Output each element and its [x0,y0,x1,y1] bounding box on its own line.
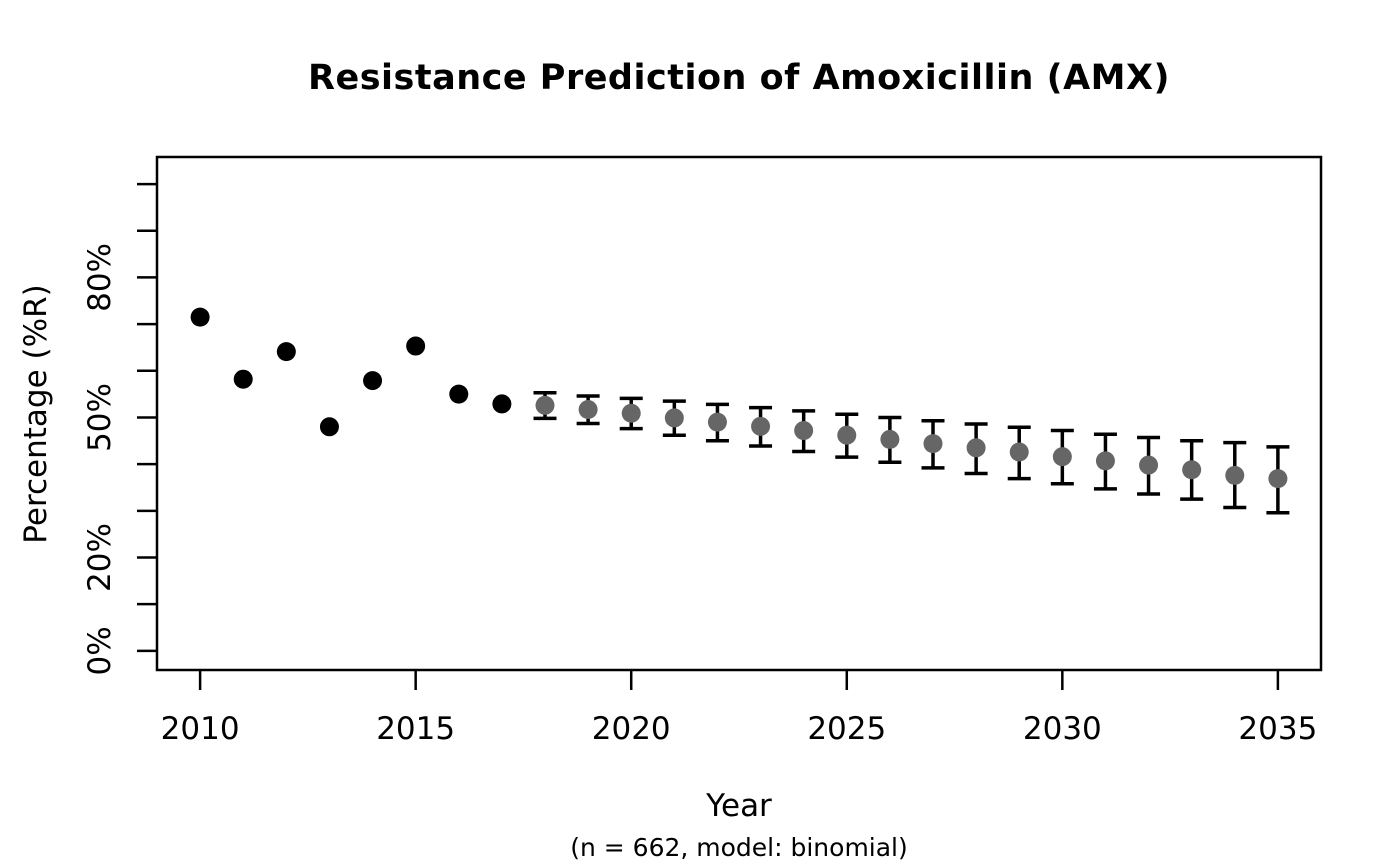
predicted-point [966,438,986,458]
predicted-point [1139,455,1159,475]
x-axis-tick-label: 2030 [1023,711,1102,747]
predicted-point [923,434,943,454]
x-axis-tick-label: 2035 [1238,711,1317,747]
model-subtitle: (n = 662, model: binomial) [570,833,908,862]
chart-title: Resistance Prediction of Amoxicillin (AM… [308,58,1170,98]
x-axis-tick-label: 2010 [161,711,240,747]
predicted-point [1009,442,1029,462]
y-axis-tick-label: 0% [82,626,118,675]
x-axis-tick-label: 2025 [807,711,886,747]
observed-point [363,371,383,391]
observed-point [406,336,426,356]
predicted-point [1052,447,1072,467]
predicted-point [1268,469,1288,489]
predicted-point [664,408,684,428]
observed-point [449,384,469,404]
observed-point [190,307,210,327]
predicted-point [1095,451,1115,471]
predicted-point [621,403,641,423]
predicted-point [1182,460,1202,480]
predicted-point [1225,465,1245,485]
predicted-point [880,429,900,449]
predicted-point [535,395,555,415]
x-axis-tick-label: 2015 [376,711,455,747]
observed-point [319,417,339,437]
predicted-point [837,425,857,445]
y-axis-tick-label: 80% [82,243,118,312]
predicted-point [707,412,727,432]
plot-box [155,155,1323,672]
y-axis-tick-label: 50% [82,383,118,452]
predicted-point [578,400,598,420]
predicted-point [794,421,814,441]
observed-point [233,369,253,389]
y-axis-tick-label: 20% [82,523,118,592]
x-axis-tick-label: 2020 [592,711,671,747]
observed-point [492,394,512,414]
x-axis-title: Year [706,788,772,824]
observed-point [276,342,296,362]
predicted-point [751,416,771,436]
